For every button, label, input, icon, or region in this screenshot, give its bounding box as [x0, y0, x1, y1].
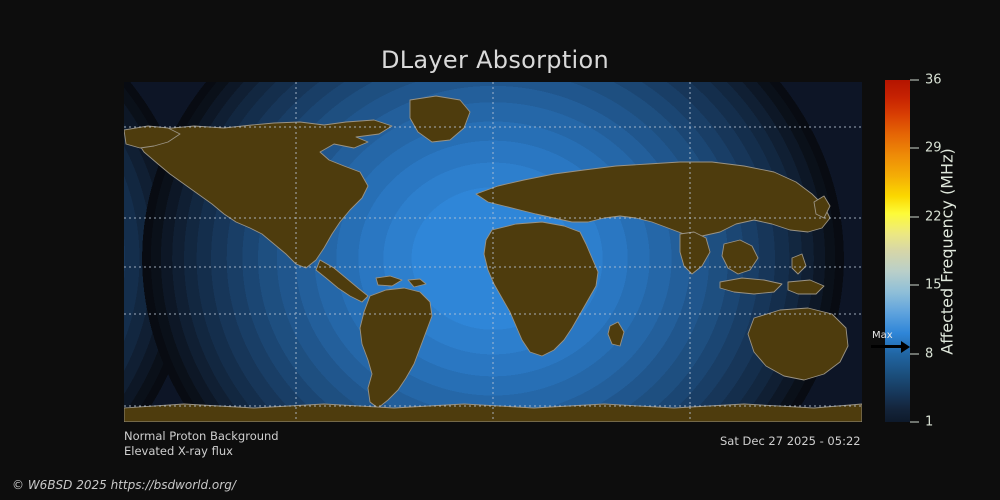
colorbar-tick-22: 22 — [910, 209, 942, 224]
tick-mark-icon — [910, 216, 919, 218]
colorbar-tick-15: 15 — [910, 278, 942, 293]
colorbar-tick-1: 1 — [910, 415, 933, 430]
tick-mark-icon — [910, 284, 919, 286]
right-arrow-head-icon — [901, 341, 910, 353]
colorbar-tick-8: 8 — [910, 346, 933, 361]
timestamp-text: Sat Dec 27 2025 - 05:22 — [720, 434, 861, 448]
right-arrow-icon — [871, 345, 903, 348]
copyright-text: © W6BSD 2025 https://bsdworld.org/ — [12, 478, 236, 492]
colorbar-gradient — [885, 80, 910, 422]
coastline-layer — [124, 95, 862, 422]
page-title: DLayer Absorption — [380, 46, 610, 74]
world-map[interactable] — [124, 82, 862, 422]
lat-lon-grid — [124, 82, 862, 422]
tick-mark-icon — [910, 79, 919, 81]
status-captions: Normal Proton Background Elevated X-ray … — [124, 429, 279, 459]
tick-mark-icon — [910, 421, 919, 423]
colorbar-axis-title: Affected Frequency (MHz) — [937, 147, 957, 355]
tick-mark-icon — [910, 147, 919, 149]
proton-status-text: Normal Proton Background — [124, 429, 279, 443]
max-marker-label: Max — [872, 330, 893, 341]
colorbar-tick-36: 36 — [910, 73, 942, 88]
colorbar-max-marker: Max — [869, 330, 911, 355]
tick-mark-icon — [910, 353, 919, 355]
xray-status-text: Elevated X-ray flux — [124, 444, 233, 458]
colorbar-tick-29: 29 — [910, 141, 942, 156]
colorbar-ticks: 36 29 22 15 8 1 — [910, 73, 970, 430]
